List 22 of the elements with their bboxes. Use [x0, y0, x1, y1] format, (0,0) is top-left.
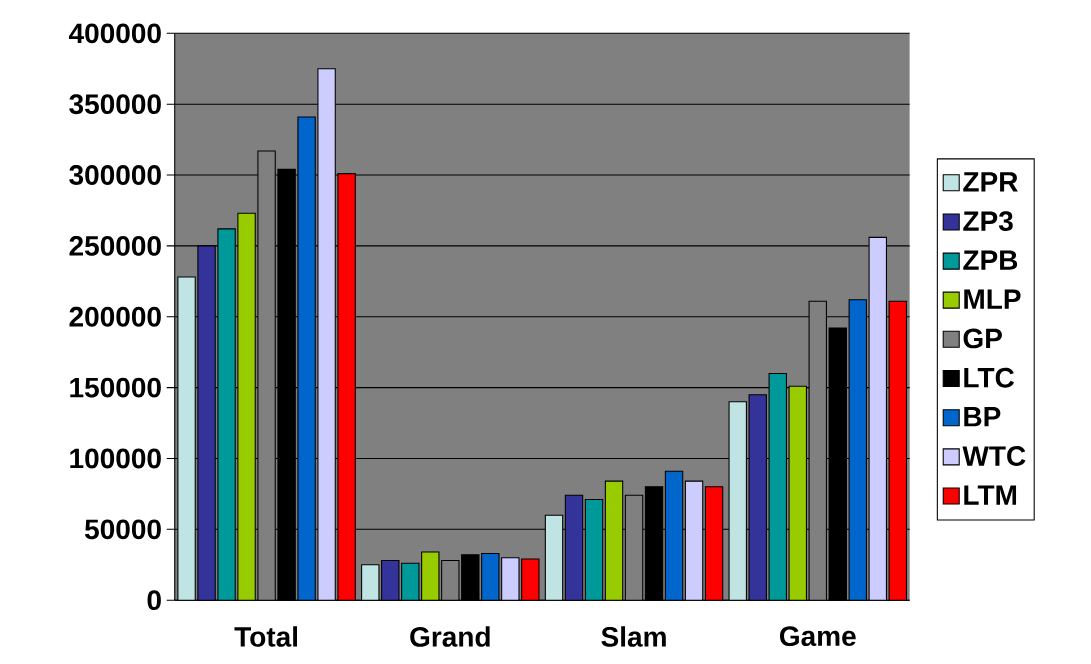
legend-label: MLP	[964, 289, 1021, 309]
legend-label: LTC	[964, 367, 1015, 388]
legend-label: ZPR	[963, 172, 1018, 192]
legend-label: GP	[963, 328, 1002, 349]
x-tick-label: Slam	[601, 626, 666, 647]
legend-label: LTM	[964, 485, 1017, 505]
y-tick-label: 150000	[70, 377, 161, 398]
legend-label: ZPB	[963, 250, 1018, 270]
legend-label: WTC	[962, 446, 1026, 466]
y-tick-label: 350000	[69, 94, 161, 115]
legend-label: BP	[964, 407, 1001, 427]
y-tick-label: 50000	[84, 519, 161, 540]
x-tick-label: Total	[234, 626, 298, 647]
y-tick-label: 100000	[70, 448, 161, 469]
y-tick-label: 0	[147, 590, 161, 610]
x-tick-label: Game	[779, 626, 856, 646]
y-tick-label: 300000	[69, 165, 161, 185]
legend-label: ZP3	[963, 211, 1013, 231]
y-tick-label: 200000	[69, 306, 161, 327]
y-tick-label: 400000	[68, 23, 161, 44]
x-tick-label: Grand	[410, 626, 490, 647]
y-tick-label: 250000	[69, 235, 161, 256]
